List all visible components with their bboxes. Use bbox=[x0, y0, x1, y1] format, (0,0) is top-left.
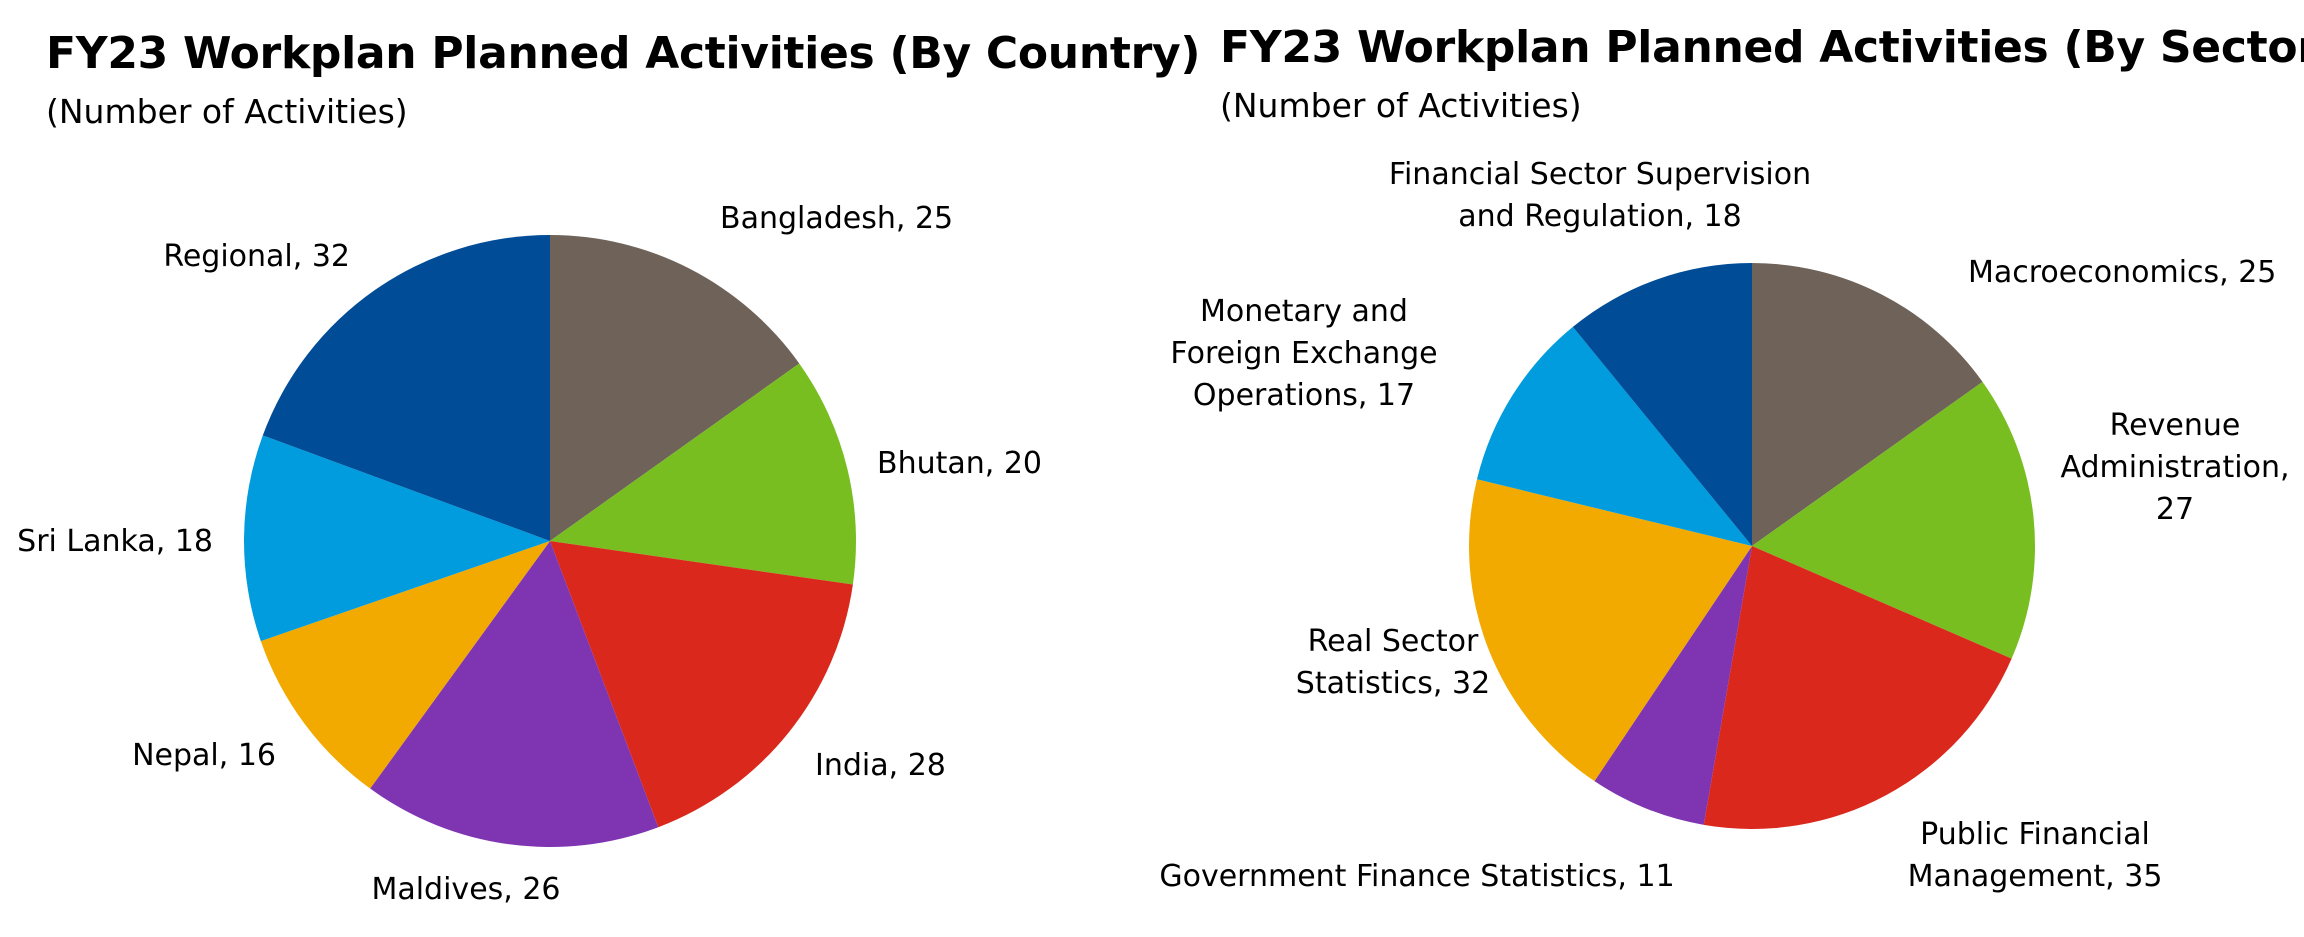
country-slice-maldives bbox=[370, 541, 659, 847]
sector-slice-government-finance-statistics bbox=[1594, 546, 1752, 825]
country-chart-title: FY23 Workplan Planned Activities (By Cou… bbox=[46, 28, 1201, 79]
sector-slice-financial-sector-supervision-and-regulation bbox=[1572, 263, 1752, 546]
sector-pie-chart: Macroeconomics, 25 Revenue Administration,… bbox=[1159, 157, 2289, 894]
sector-slice-macroeconomics bbox=[1752, 263, 1983, 546]
country-label-bhutan: Bhutan, 20 bbox=[877, 446, 1042, 481]
country-label-regional: Regional, 32 bbox=[163, 239, 350, 274]
sector-label-government-finance-statistics: Government Finance Statistics, 11 bbox=[1159, 859, 1674, 894]
country-slice-bangladesh bbox=[550, 235, 800, 541]
sector-label-financial-sector-supervision-and-regulation: Financial Sector Supervision and Regulati… bbox=[1389, 157, 1811, 234]
sector-label-real-sector-statistics: Real Sector Statistics, 32 bbox=[1296, 624, 1490, 701]
sector-slice-public-financial-management bbox=[1703, 546, 2012, 829]
sector-label-macroeconomics: Macroeconomics, 25 bbox=[1968, 255, 2276, 290]
sector-chart-panel: FY23 Workplan Planned Activities (By Sec… bbox=[1159, 0, 2304, 937]
country-slice-bhutan bbox=[550, 363, 856, 585]
sector-label-public-financial-management: Public Financial Management, 35 bbox=[1908, 817, 2163, 894]
sector-label-monetary-and-foreign-exchange-operations: Monetary and Foreign Exchange Operations, … bbox=[1170, 294, 1437, 413]
sector-chart-subtitle: (Number of Activities) bbox=[1220, 86, 1582, 125]
country-label-maldives: Maldives, 26 bbox=[371, 872, 560, 907]
country-pie-chart: Bangladesh, 25 Bhutan, 20 India, 28 Maldive… bbox=[17, 201, 1042, 907]
country-label-nepal: Nepal, 16 bbox=[132, 738, 276, 773]
country-slice-india bbox=[550, 541, 853, 828]
country-label-sri-lanka: Sri Lanka, 18 bbox=[17, 524, 213, 559]
sector-label-revenue-administration: Revenue Administration, 27 bbox=[2060, 408, 2289, 527]
country-slice-regional bbox=[262, 235, 550, 541]
country-chart-subtitle: (Number of Activities) bbox=[46, 92, 408, 131]
sector-slice-real-sector-statistics bbox=[1469, 479, 1752, 782]
sector-chart-title: FY23 Workplan Planned Activities (By Sec… bbox=[1220, 22, 2304, 73]
sector-slice-revenue-administration bbox=[1752, 381, 2035, 659]
country-label-bangladesh: Bangladesh, 25 bbox=[720, 201, 953, 236]
sector-slice-monetary-and-foreign-exchange-operations bbox=[1476, 326, 1752, 546]
country-slice-sri-lanka bbox=[244, 435, 551, 642]
country-label-india: India, 28 bbox=[815, 748, 946, 783]
country-slice-nepal bbox=[260, 541, 550, 789]
country-chart-panel: FY23 Workplan Planned Activities (By Cou… bbox=[17, 28, 1200, 907]
